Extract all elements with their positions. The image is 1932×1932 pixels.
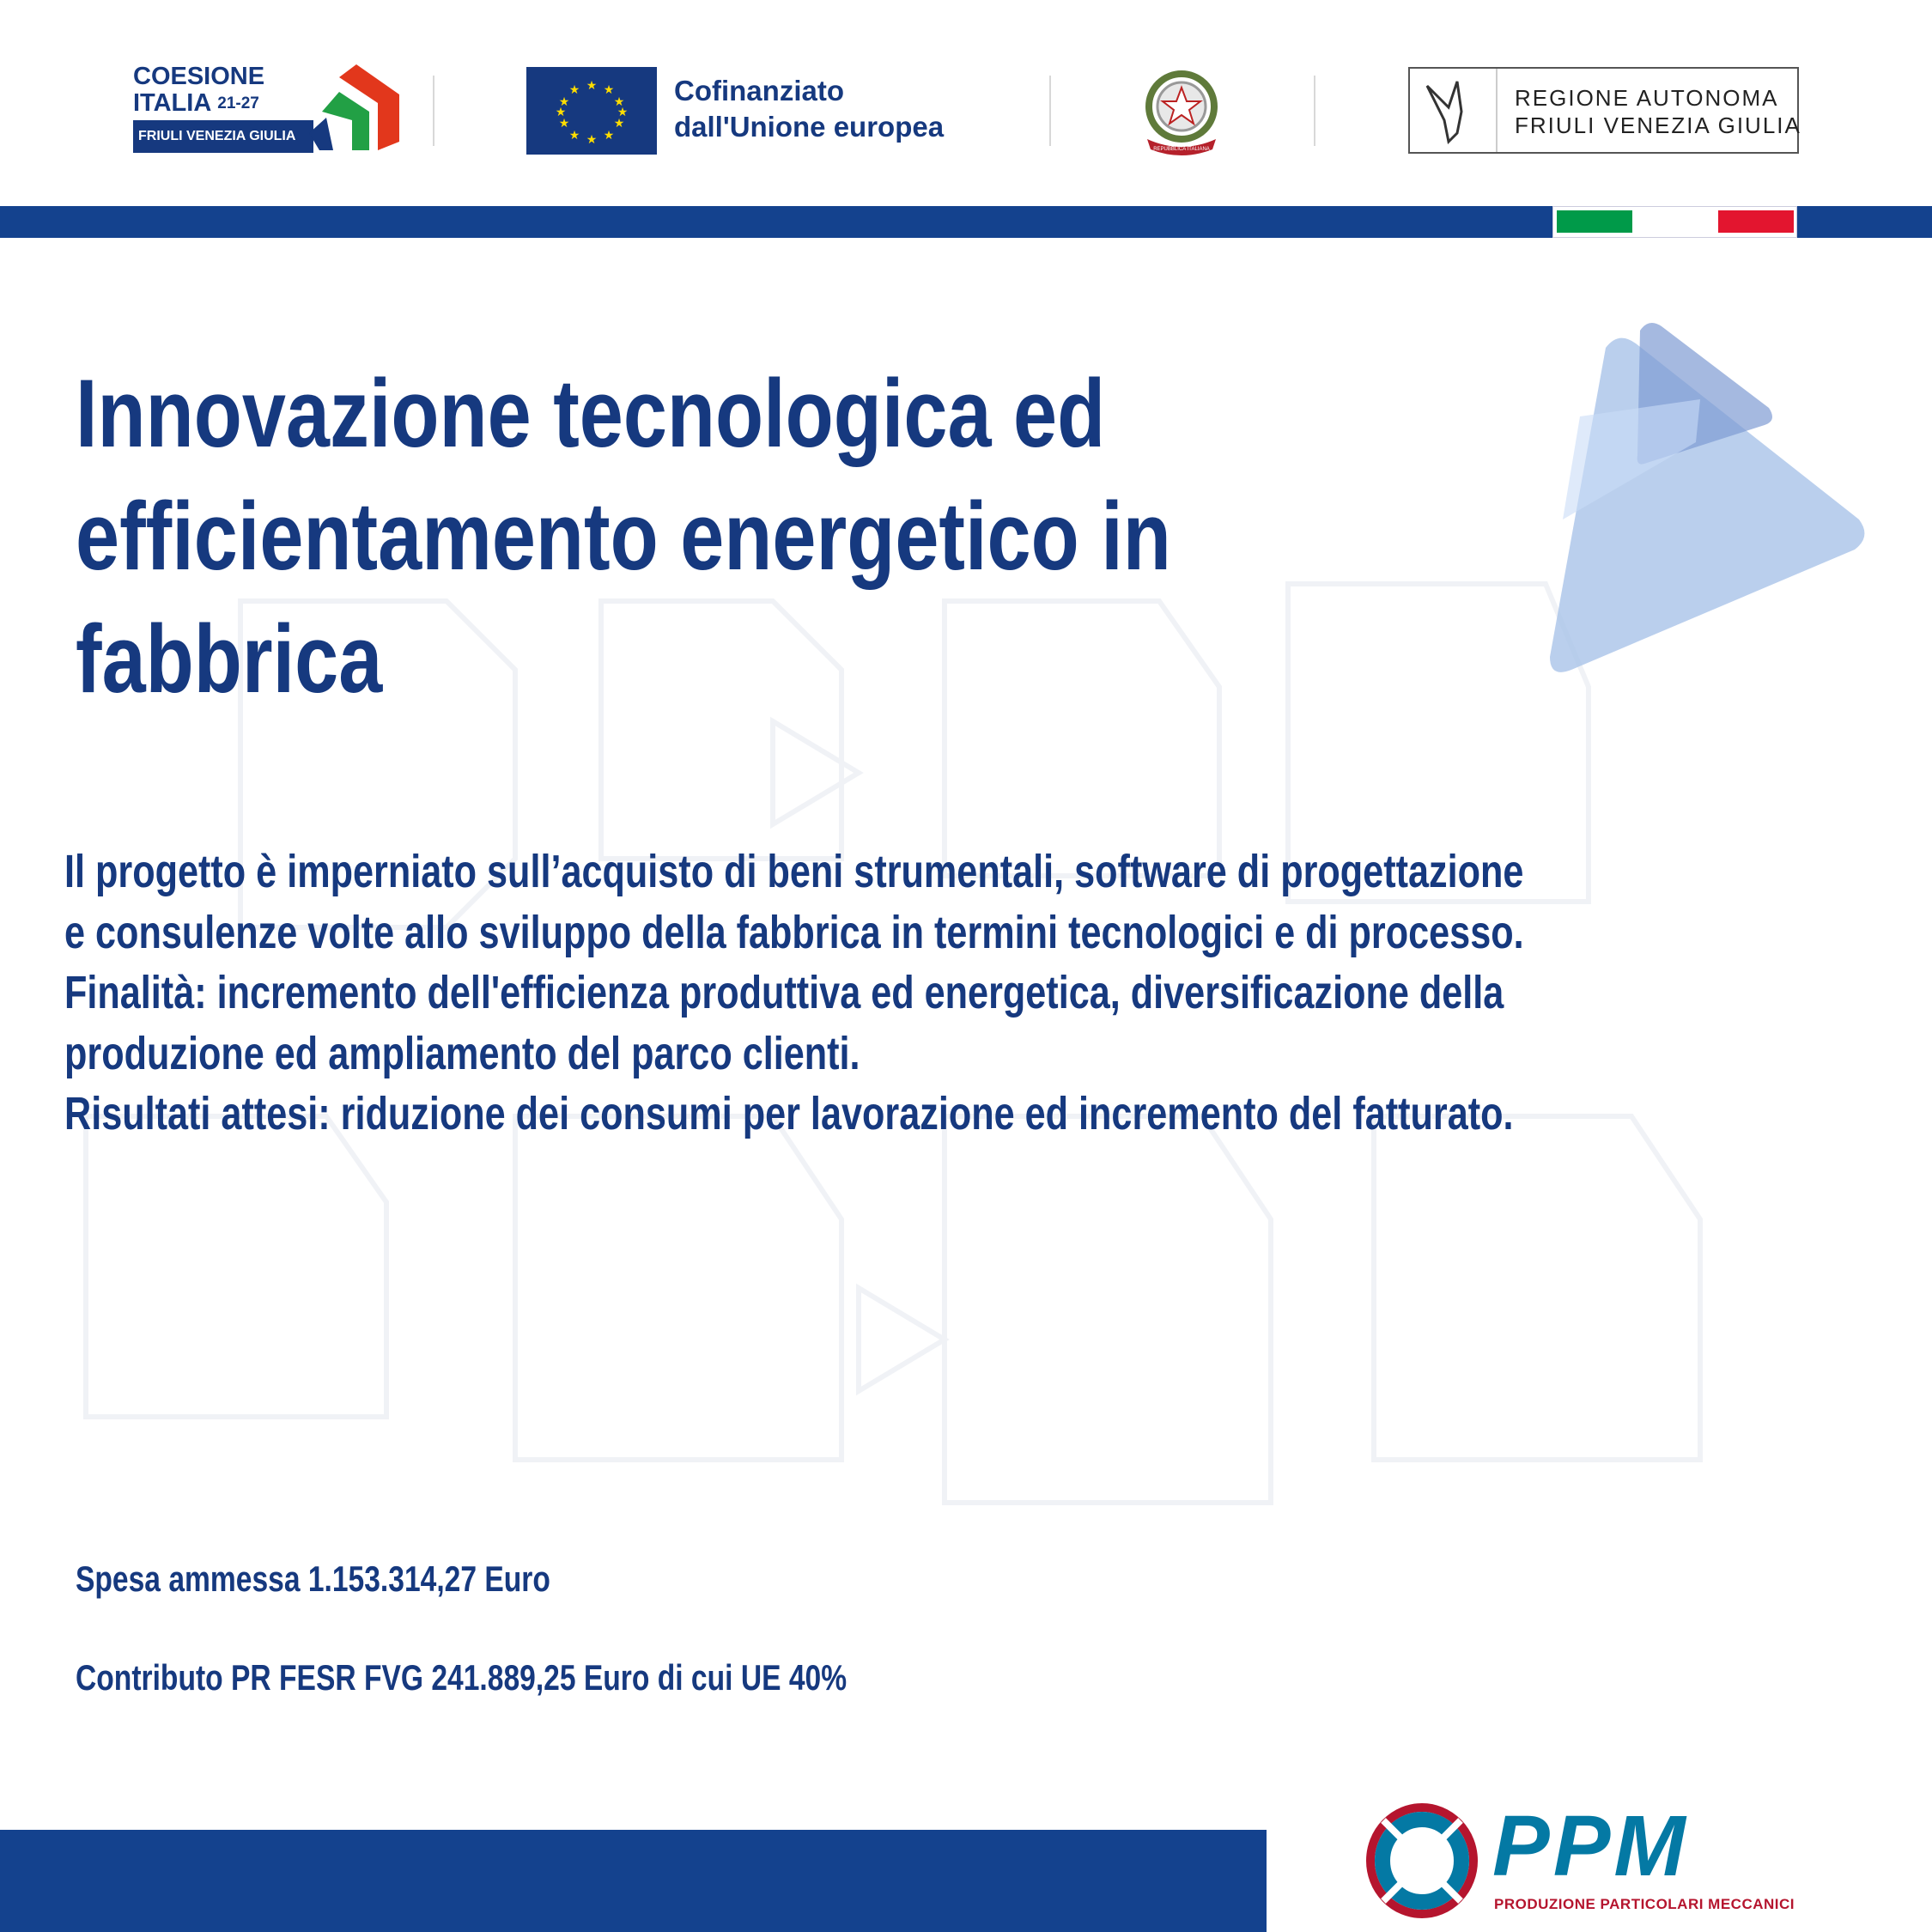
svg-text:★: ★	[614, 94, 625, 108]
background-pattern	[83, 581, 1703, 1505]
ppm-logo: PPM PRODUZIONE PARTICOLARI MECCANICI	[1364, 1798, 1795, 1922]
contributo: Contributo PR FESR FVG 241.889,25 Euro d…	[76, 1657, 848, 1698]
coesione-arrows-icon	[309, 64, 399, 150]
description-line: Il progetto è imperniato sull’acquisto d…	[64, 846, 1524, 897]
regione-line2: FRIULI VENEZIA GIULIA	[1515, 112, 1801, 138]
region-badge: FRIULI VENEZIA GIULIA	[133, 120, 313, 153]
eu-line1: Cofinanziato	[674, 75, 844, 106]
header-divider	[433, 76, 434, 146]
eu-cofinanced-text: Cofinanziato dall'Unione europea	[674, 73, 944, 145]
title-line: fabbrica	[76, 605, 383, 713]
svg-text:★: ★	[586, 78, 598, 92]
svg-text:★: ★	[614, 116, 625, 130]
svg-text:★: ★	[586, 132, 598, 146]
regione-line1: REGIONE AUTONOMA	[1515, 85, 1779, 111]
eu-logo: ★ ★ ★ ★ ★ ★ ★ ★ ★ ★ ★ ★	[526, 67, 657, 155]
coesione-italia-logo: COESIONE ITALIA 21-27 FRIULI VENEZIA GIU…	[133, 64, 399, 155]
description-line: produzione ed ampliamento del parco clie…	[64, 1027, 860, 1079]
regione-fvg-logo: REGIONE AUTONOMA FRIULI VENEZIA GIULIA	[1408, 67, 1801, 154]
italia-text: ITALIA 21-27	[133, 91, 259, 116]
header-divider	[1049, 76, 1051, 146]
svg-text:★: ★	[604, 82, 615, 96]
italian-republic-emblem: REPUBBLICA ITALIANA	[1145, 70, 1218, 155]
ppm-wordmark: PPM	[1492, 1798, 1689, 1894]
svg-text:★: ★	[569, 128, 580, 142]
description-line: Finalità: incremento dell'efficienza pro…	[64, 967, 1504, 1018]
description-line: e consulenze volte allo sviluppo della f…	[64, 906, 1524, 958]
title-line: efficientamento energetico in	[76, 483, 1171, 590]
project-description: Il progetto è imperniato sull’acquisto d…	[64, 841, 1889, 1145]
eu-stars-icon: ★ ★★★ ★★★★ ★★★★	[556, 78, 629, 146]
svg-text:★: ★	[559, 116, 570, 130]
svg-text:★: ★	[604, 128, 615, 142]
description-line: Risultati attesi: riduzione dei consumi …	[64, 1088, 1514, 1139]
page-title: Innovazione tecnologica ed efficientamen…	[76, 352, 1412, 720]
flag-red	[1718, 210, 1794, 233]
bottom-blue-bar	[0, 1830, 1267, 1932]
decorative-triangles	[1550, 323, 1865, 672]
emblem-ribbon: REPUBBLICA ITALIANA	[1153, 147, 1210, 152]
years-label: 21-27	[217, 94, 259, 112]
ppm-ring-icon	[1366, 1803, 1478, 1918]
spesa-ammessa: Spesa ammessa 1.153.314,27 Euro	[76, 1558, 550, 1599]
eu-line2: dall'Unione europea	[674, 111, 945, 143]
svg-text:★: ★	[559, 94, 570, 108]
italia-label: ITALIA	[133, 89, 211, 117]
ppm-tagline: PRODUZIONE PARTICOLARI MECCANICI	[1494, 1896, 1795, 1912]
coesione-text: COESIONE	[133, 63, 265, 90]
region-label: FRIULI VENEZIA GIULIA	[138, 129, 296, 143]
title-line: Innovazione tecnologica ed	[76, 360, 1106, 467]
flag-green	[1557, 210, 1632, 233]
svg-text:★: ★	[569, 82, 580, 96]
svg-text:★: ★	[617, 105, 629, 118]
svg-text:★: ★	[556, 105, 567, 118]
eagle-icon	[1425, 69, 1498, 152]
regione-text: REGIONE AUTONOMA FRIULI VENEZIA GIULIA	[1515, 84, 1801, 139]
italian-flag	[1552, 206, 1797, 238]
header-divider	[1314, 76, 1315, 146]
